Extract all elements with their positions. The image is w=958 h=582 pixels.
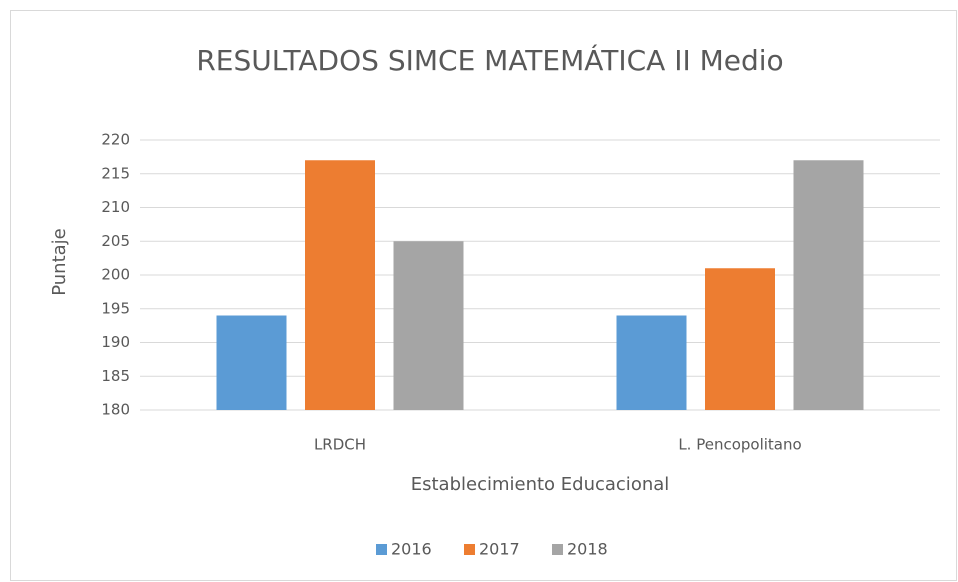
x-tick-label: L. Pencopolitano <box>678 436 801 454</box>
x-axis-title: Establecimiento Educacional <box>411 474 670 495</box>
y-tick-label: 190 <box>101 333 130 351</box>
y-axis-title: Puntaje <box>49 228 70 296</box>
bar <box>393 241 464 410</box>
y-tick-label: 210 <box>101 198 130 216</box>
bar <box>216 315 287 410</box>
bar <box>305 160 375 410</box>
y-tick-label: 215 <box>101 164 130 182</box>
y-tick-label: 205 <box>101 232 130 250</box>
legend-swatch <box>376 544 387 555</box>
y-tick-label: 180 <box>101 401 130 419</box>
x-tick-label: LRDCH <box>314 436 366 454</box>
chart-title: RESULTADOS SIMCE MATEMÁTICA II Medio <box>196 43 783 77</box>
y-tick-label: 200 <box>101 266 130 284</box>
y-tick-label: 195 <box>101 299 130 317</box>
legend-swatch <box>464 544 475 555</box>
legend-label: 2016 <box>391 540 432 559</box>
legend-label: 2017 <box>479 540 520 559</box>
legend-swatch <box>552 544 563 555</box>
bar <box>793 160 864 410</box>
y-tick-label: 185 <box>101 367 130 385</box>
y-tick-label: 220 <box>101 131 130 149</box>
bar <box>705 268 775 410</box>
bar <box>616 315 687 410</box>
legend-label: 2018 <box>567 540 608 559</box>
